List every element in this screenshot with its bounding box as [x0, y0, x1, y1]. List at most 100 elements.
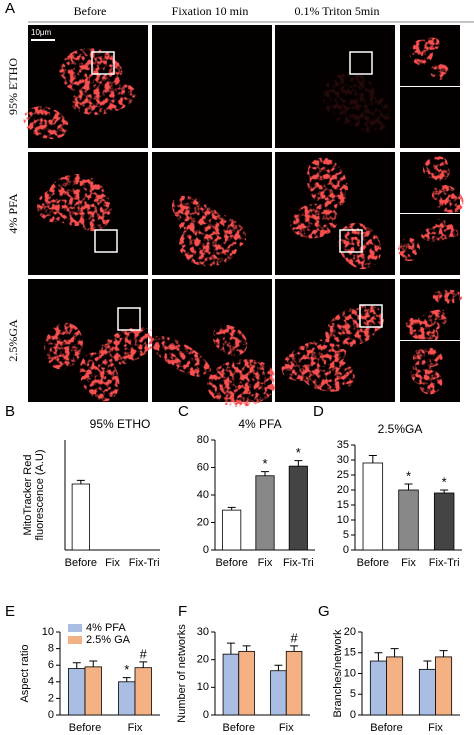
cell	[432, 289, 463, 304]
x-tick-label: Before	[370, 722, 402, 734]
y-tick-label: 0	[48, 709, 54, 721]
error-bar	[368, 455, 377, 463]
y-tick-label: 2	[48, 692, 54, 704]
mitochondria	[23, 48, 136, 140]
roi-box	[339, 229, 363, 253]
error-bar	[423, 660, 432, 670]
error-bar	[374, 652, 383, 662]
cell	[325, 305, 385, 348]
cell	[409, 39, 434, 66]
y-axis-label: Branches/network	[332, 629, 344, 718]
bar	[433, 492, 455, 551]
bar	[362, 462, 384, 551]
y-tick-label: 20	[197, 654, 209, 666]
bar	[68, 668, 86, 716]
legend-label: 4% PFA	[86, 622, 126, 634]
cell	[306, 157, 348, 210]
row-label: 4% PFA	[6, 193, 20, 233]
mitochondria	[281, 305, 385, 392]
mitochondria	[172, 195, 247, 267]
error-bar	[440, 489, 449, 493]
column-label: 0.1% Triton 5min	[294, 4, 379, 18]
y-axis-label: Aspect ratio	[19, 644, 31, 702]
mitochondria	[423, 156, 464, 213]
x-tick-label: Before	[223, 722, 255, 734]
bar	[288, 465, 308, 551]
chart-title: 4% PFA	[238, 417, 281, 431]
bar	[118, 681, 136, 716]
y-tick-label: 35	[337, 439, 349, 451]
x-tick-label: Before	[215, 557, 247, 569]
error-bar	[122, 677, 131, 682]
y-tick-label: 20	[197, 516, 209, 528]
error-bar	[439, 650, 448, 657]
x-tick-label: Fix-Tri	[283, 557, 314, 569]
significance-mark: #	[140, 646, 148, 661]
mitochondria	[289, 157, 382, 270]
roi-box	[359, 304, 383, 328]
mitochondria	[410, 347, 443, 395]
y-tick-label: 60	[197, 461, 209, 473]
y-tick-label: 5	[350, 688, 356, 700]
error-bar	[72, 662, 81, 669]
bar	[418, 668, 436, 716]
error-bar	[242, 645, 251, 652]
cell	[71, 81, 136, 115]
x-tick-label: Fix	[279, 722, 294, 734]
legend-label: 2.5% GA	[86, 634, 131, 646]
bar	[435, 656, 453, 716]
bar	[255, 475, 275, 551]
y-tick-label: 10	[197, 681, 209, 693]
bar	[222, 653, 240, 716]
bar	[134, 667, 152, 716]
significance-mark: *	[262, 456, 267, 471]
y-tick-label: 8	[48, 643, 54, 655]
panel-letter: B	[5, 403, 15, 420]
error-bar	[290, 645, 299, 652]
y-tick-label: 30	[337, 454, 349, 466]
x-tick-label: Fix	[258, 557, 273, 569]
y-tick-label: 15	[337, 499, 349, 511]
cell	[98, 327, 157, 365]
cell	[44, 322, 83, 370]
error-bar	[261, 471, 269, 476]
cell	[434, 219, 459, 238]
cell	[79, 352, 120, 402]
error-bar	[227, 506, 236, 511]
column-label: Before	[74, 4, 107, 18]
roi-box	[117, 307, 141, 331]
bar	[398, 489, 419, 551]
x-tick-label: Before	[69, 722, 101, 734]
cell	[150, 336, 212, 378]
error-bar	[76, 479, 85, 484]
y-tick-label: 6	[48, 659, 54, 671]
panel-letter: F	[178, 603, 187, 620]
bar	[71, 483, 90, 551]
cell	[178, 209, 247, 250]
significance-mark: *	[442, 474, 447, 489]
y-tick-label: 15	[344, 647, 356, 659]
panel-letter: A	[5, 0, 15, 17]
error-bar	[274, 664, 283, 671]
significance-mark: *	[296, 445, 301, 460]
y-tick-label: 0	[203, 544, 209, 556]
bar	[84, 666, 102, 716]
mitochondria	[44, 322, 157, 402]
y-tick-label: 20	[337, 484, 349, 496]
bar	[270, 670, 287, 716]
x-tick-label: Fix	[401, 557, 416, 569]
significance-mark: *	[124, 662, 129, 677]
mitochondria	[36, 174, 112, 232]
bar	[238, 650, 255, 716]
y-tick-label: 0	[350, 709, 356, 721]
cell	[397, 237, 421, 262]
bar	[285, 650, 303, 716]
cell	[431, 184, 464, 213]
x-tick-label: Before	[65, 557, 97, 569]
y-tick-label: 5	[343, 529, 349, 541]
y-tick-label: 30	[197, 626, 209, 638]
column-label: Fixation 10 min	[172, 4, 249, 18]
x-tick-label: Fix-Tri	[129, 557, 160, 569]
y-axis-label: MitoTracker Red	[22, 455, 34, 536]
